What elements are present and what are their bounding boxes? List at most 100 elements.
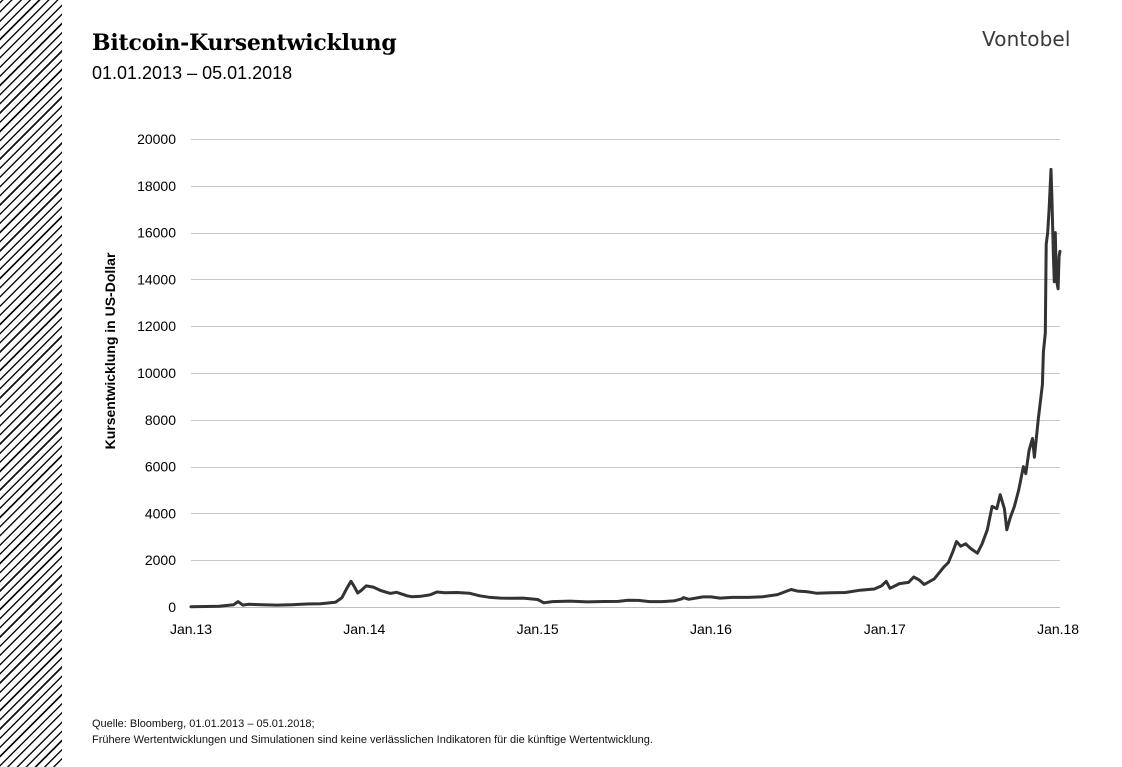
- data-point: [512, 597, 514, 599]
- data-point: [889, 587, 891, 589]
- data-point: [444, 592, 446, 594]
- data-point: [488, 596, 490, 598]
- chart-title: Bitcoin-Kursentwicklung: [92, 30, 397, 56]
- data-point: [673, 600, 675, 602]
- data-point: [873, 588, 875, 590]
- data-point: [981, 543, 983, 545]
- data-point: [702, 596, 704, 598]
- data-point: [237, 600, 239, 602]
- data-point: [731, 596, 733, 598]
- data-point: [365, 585, 367, 587]
- data-point: [479, 595, 481, 597]
- data-point: [1056, 283, 1058, 285]
- data-point: [617, 600, 619, 602]
- data-point: [952, 550, 954, 552]
- data-point: [960, 545, 962, 547]
- data-point: [305, 603, 307, 605]
- data-point: [776, 593, 778, 595]
- data-point: [1031, 437, 1033, 439]
- data-point: [996, 508, 998, 510]
- data-point: [815, 592, 817, 594]
- data-point: [637, 599, 639, 601]
- data-point: [955, 540, 957, 542]
- y-tick-label: 14000: [137, 271, 176, 287]
- data-point: [986, 529, 988, 531]
- x-tick-label: Jan.17: [864, 621, 906, 637]
- data-point: [1040, 395, 1042, 397]
- data-point: [346, 587, 348, 589]
- data-point: [947, 561, 949, 563]
- data-point: [661, 600, 663, 602]
- data-point: [923, 583, 925, 585]
- data-point: [991, 505, 993, 507]
- y-tick-label: 4000: [145, 505, 176, 521]
- data-point: [341, 596, 343, 598]
- data-point: [682, 596, 684, 598]
- data-point: [586, 601, 588, 603]
- chart-subtitle: 01.01.2013 – 05.01.2018: [92, 63, 293, 83]
- data-point: [389, 592, 391, 594]
- data-point: [468, 592, 470, 594]
- data-point: [1058, 255, 1060, 257]
- data-point: [913, 576, 915, 578]
- data-point: [859, 589, 861, 591]
- data-point: [319, 603, 321, 605]
- data-point: [1025, 472, 1027, 474]
- data-point: [880, 585, 882, 587]
- data-point: [918, 579, 920, 581]
- data-point: [976, 552, 978, 554]
- data-point: [1006, 529, 1008, 531]
- data-point: [964, 543, 966, 545]
- data-point: [1037, 419, 1039, 421]
- data-point: [1047, 231, 1049, 233]
- data-point: [943, 566, 945, 568]
- data-point: [844, 591, 846, 593]
- vontobel-logo: Vontobel: [982, 27, 1071, 51]
- data-point: [218, 605, 220, 607]
- data-point: [999, 494, 1001, 496]
- data-point: [551, 600, 553, 602]
- source-note: Quelle: Bloomberg, 01.01.2013 – 05.01.20…: [92, 718, 315, 730]
- x-tick-label: Jan.13: [170, 621, 212, 637]
- y-tick-label: 10000: [137, 365, 176, 381]
- data-point: [747, 596, 749, 598]
- hatch-border: [0, 0, 62, 767]
- y-tick-label: 12000: [137, 318, 176, 334]
- data-point: [1055, 271, 1057, 273]
- data-point: [411, 596, 413, 598]
- data-point: [406, 595, 408, 597]
- data-point: [649, 600, 651, 602]
- data-point: [898, 582, 900, 584]
- data-point: [710, 596, 712, 598]
- data-point: [276, 604, 278, 606]
- data-point: [796, 590, 798, 592]
- data-point: [1048, 208, 1050, 210]
- data-point: [1003, 508, 1005, 510]
- data-point: [790, 588, 792, 590]
- data-point: [1051, 196, 1053, 198]
- data-point: [970, 547, 972, 549]
- data-point: [1033, 456, 1035, 458]
- series-layer: [189, 167, 1062, 609]
- data-point: [805, 590, 807, 592]
- data-point: [1028, 449, 1030, 451]
- data-point: [1053, 281, 1055, 283]
- data-point: [627, 599, 629, 601]
- series-line-bitcoin-price: [189, 167, 1062, 609]
- data-point: [380, 589, 382, 591]
- y-tick-labels: 0 2000 4000 6000 8000 10000 12000 14000 16000 180…: [137, 131, 176, 615]
- data-point: [1022, 465, 1024, 467]
- data-point: [420, 595, 422, 597]
- y-tick-label: 20000: [137, 131, 176, 147]
- data-point: [907, 581, 909, 583]
- y-tick-label: 8000: [145, 412, 176, 428]
- footer-notes: Quelle: Bloomberg, 01.01.2013 – 05.01.20…: [92, 716, 653, 748]
- data-point: [1059, 250, 1061, 252]
- data-point: [1045, 243, 1047, 245]
- data-point: [499, 597, 501, 599]
- data-point: [233, 604, 235, 606]
- data-point: [1054, 231, 1056, 233]
- data-point: [933, 578, 935, 580]
- data-point: [762, 596, 764, 598]
- data-point: [885, 580, 887, 582]
